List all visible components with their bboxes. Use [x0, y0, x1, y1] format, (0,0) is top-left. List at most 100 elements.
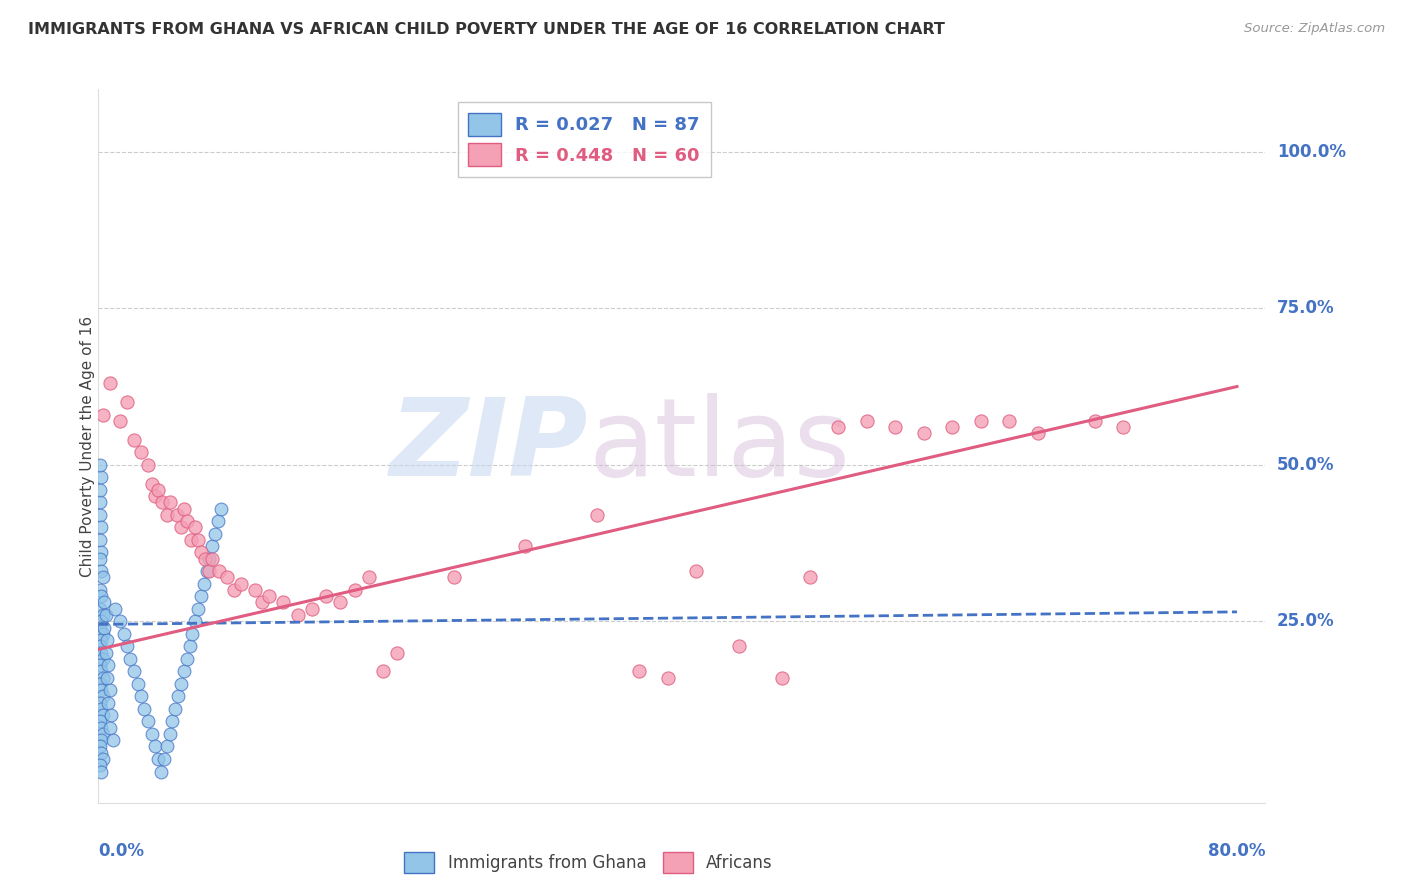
Point — [222, 582, 245, 597]
Point — [91, 708, 114, 723]
Text: ZIP: ZIP — [391, 393, 589, 499]
Point — [912, 426, 935, 441]
Point — [100, 708, 122, 723]
Point — [97, 658, 120, 673]
Point — [90, 564, 112, 578]
Text: Source: ZipAtlas.com: Source: ZipAtlas.com — [1244, 22, 1385, 36]
Point — [184, 520, 207, 534]
Point — [118, 652, 141, 666]
Point — [136, 458, 159, 472]
Legend: Immigrants from Ghana, Africans: Immigrants from Ghana, Africans — [398, 846, 779, 880]
Point — [89, 658, 111, 673]
Point — [685, 564, 707, 578]
Point — [132, 702, 155, 716]
Point — [181, 627, 204, 641]
Point — [343, 582, 366, 597]
Point — [91, 570, 114, 584]
Point — [91, 690, 114, 704]
Point — [970, 414, 993, 428]
Point — [170, 677, 193, 691]
Point — [150, 764, 173, 779]
Point — [143, 489, 166, 503]
Point — [90, 683, 112, 698]
Point — [98, 376, 121, 391]
Point — [89, 483, 111, 497]
Point — [209, 501, 232, 516]
Point — [91, 727, 114, 741]
Point — [1084, 414, 1107, 428]
Point — [856, 414, 879, 428]
Point — [173, 501, 195, 516]
Point — [190, 589, 212, 603]
Point — [94, 607, 117, 622]
Text: 0.0%: 0.0% — [98, 842, 145, 860]
Point — [176, 514, 198, 528]
Point — [136, 714, 159, 729]
Point — [156, 739, 179, 754]
Point — [108, 614, 131, 628]
Point — [207, 514, 229, 528]
Point — [90, 589, 112, 603]
Point — [129, 690, 152, 704]
Point — [89, 601, 111, 615]
Point — [112, 627, 135, 641]
Point — [156, 508, 179, 522]
Point — [152, 495, 174, 509]
Point — [198, 551, 221, 566]
Text: 75.0%: 75.0% — [1277, 300, 1334, 318]
Point — [170, 520, 193, 534]
Point — [198, 564, 221, 578]
Point — [89, 508, 111, 522]
Point — [90, 764, 112, 779]
Point — [129, 445, 152, 459]
Point — [94, 646, 117, 660]
Point — [167, 690, 190, 704]
Point — [941, 420, 963, 434]
Point — [89, 533, 111, 547]
Point — [162, 714, 184, 729]
Point — [96, 633, 118, 648]
Point — [165, 702, 187, 716]
Point — [89, 458, 111, 472]
Point — [515, 539, 537, 553]
Point — [148, 483, 170, 497]
Point — [159, 495, 181, 509]
Point — [90, 721, 112, 735]
Point — [195, 564, 218, 578]
Point — [91, 607, 114, 622]
Point — [90, 665, 112, 679]
Point — [90, 470, 112, 484]
Point — [104, 601, 127, 615]
Point — [96, 671, 118, 685]
Point — [89, 758, 111, 772]
Point — [91, 671, 114, 685]
Point — [187, 601, 209, 615]
Point — [122, 665, 145, 679]
Point — [89, 714, 111, 729]
Point — [90, 702, 112, 716]
Point — [89, 495, 111, 509]
Point — [998, 414, 1021, 428]
Point — [190, 545, 212, 559]
Point — [884, 420, 907, 434]
Point — [301, 601, 323, 615]
Point — [243, 582, 266, 597]
Y-axis label: Child Poverty Under the Age of 16: Child Poverty Under the Age of 16 — [80, 316, 94, 576]
Point — [201, 551, 224, 566]
Point — [143, 739, 166, 754]
Point — [315, 589, 337, 603]
Point — [799, 570, 821, 584]
Point — [229, 576, 252, 591]
Point — [1112, 420, 1135, 434]
Point — [89, 677, 111, 691]
Point — [122, 433, 145, 447]
Point — [194, 551, 217, 566]
Point — [93, 621, 115, 635]
Point — [93, 595, 115, 609]
Point — [443, 570, 465, 584]
Point — [90, 633, 112, 648]
Point — [329, 595, 352, 609]
Point — [657, 671, 679, 685]
Point — [770, 671, 793, 685]
Point — [90, 646, 112, 660]
